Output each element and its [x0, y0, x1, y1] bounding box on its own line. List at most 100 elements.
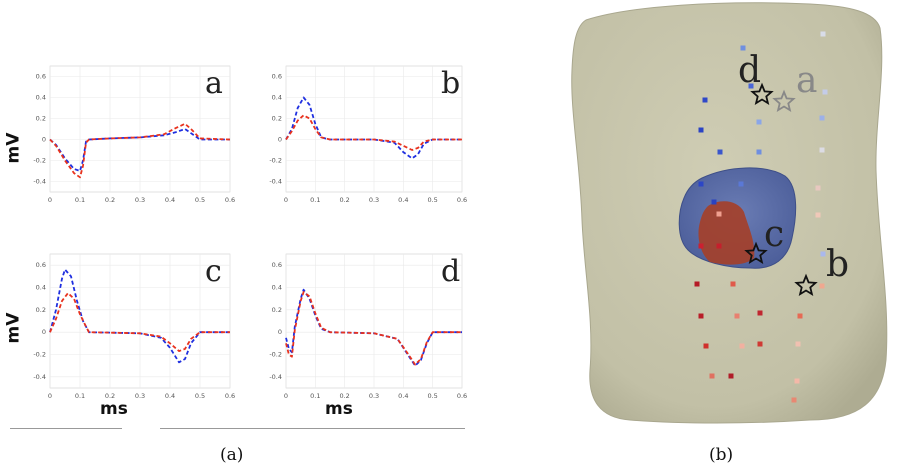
y-tick-label: -0.4: [269, 178, 282, 186]
electrode: [748, 83, 754, 89]
x-tick-label: 0.3: [369, 196, 379, 204]
x-tick-label: 0: [48, 392, 52, 400]
lead-marker-c-star: [744, 241, 768, 264]
torso-label-c: c: [764, 214, 784, 255]
y-tick-label: -0.2: [33, 157, 46, 165]
y-tick-label: 0.2: [36, 115, 46, 123]
caption-b: (b): [709, 445, 734, 465]
subplot-d: 0 0.1 0.2 0.3 0.4 0.5 0.6 0.6 0.4 0.2 0 -0.2 -0.4: [269, 253, 467, 400]
heart-activation-region: [698, 201, 755, 265]
subplot-a: 0 0.1 0.2 0.3 0.4 0.5 0.6 0.6 0.4 0.2 0 -0.2 -0.4: [33, 65, 235, 204]
x-tick-label: 0.2: [339, 196, 349, 204]
electrode: [815, 212, 821, 218]
electrode: [822, 89, 828, 95]
y-tick-label: 0.4: [272, 284, 282, 292]
series-blue-line: [49, 128, 230, 172]
y-tick-label: 0.4: [272, 94, 282, 102]
bottom-rule-right: [160, 428, 465, 429]
y-tick-label: 0: [278, 328, 282, 336]
y-tick-label: 0.6: [272, 73, 282, 81]
ecg-plots-svg: 0 0.1 0.2 0.3 0.4 0.5 0.6 0.6 0.4 0.2 0 -0.2 -0.4 0 0.…: [33, 65, 467, 400]
subplot-label-d: d: [441, 254, 461, 289]
electrode: [820, 251, 826, 257]
torso-label-a: a: [796, 60, 817, 101]
y-tick-label: 0.2: [272, 306, 282, 314]
y-tick-label: -0.2: [33, 351, 46, 359]
y-tick-label: -0.2: [269, 351, 282, 359]
torso-svg: d a c b: [571, 2, 888, 424]
electrode: [730, 281, 736, 287]
y-tick-label: 0.2: [36, 306, 46, 314]
x-tick-label: 0.6: [225, 392, 235, 400]
electrode: [739, 343, 745, 349]
y-axis-label-bottom: mV: [3, 312, 24, 344]
electrode: [791, 397, 797, 403]
electrode: [794, 378, 800, 384]
y-tick-label: 0: [42, 136, 46, 144]
x-tick-label: 0: [48, 196, 52, 204]
x-tick-label: 0.1: [75, 196, 85, 204]
y-tick-label: 0.6: [36, 261, 46, 269]
subplot-c: 0 0.1 0.2 0.3 0.4 0.5 0.6 0.6 0.4 0.2 0 -0.2 -0.4: [33, 253, 235, 400]
x-tick-label: 0: [284, 392, 288, 400]
electrode: [815, 185, 821, 191]
electrode: [819, 283, 825, 289]
x-tick-label: 0.5: [195, 392, 205, 400]
electrode: [698, 243, 704, 249]
electrode: [703, 343, 709, 349]
x-tick-label: 0.3: [135, 392, 145, 400]
series-red-line: [285, 291, 462, 366]
x-tick-label: 0.3: [135, 196, 145, 204]
electrode: [756, 149, 762, 155]
lead-marker-b-star: [794, 273, 818, 296]
y-axis-label-top: mV: [3, 132, 24, 164]
electrode: [756, 119, 762, 125]
x-tick-label: 0.2: [105, 392, 115, 400]
bottom-rule-left: [10, 428, 122, 429]
lead-markers: [744, 82, 818, 296]
x-tick-label: 0.5: [427, 196, 437, 204]
series-red-line: [49, 122, 231, 179]
series-red-line: [49, 292, 230, 352]
x-tick-label: 0.3: [369, 392, 379, 400]
series-blue-line: [285, 96, 462, 160]
torso-label-d: d: [738, 50, 761, 91]
x-tick-label: 0: [284, 196, 288, 204]
electrode: [795, 341, 801, 347]
x-tick-label: 0.1: [75, 392, 85, 400]
subplot-label-b: b: [441, 66, 461, 101]
lead-marker-a-star: [772, 89, 796, 112]
lead-marker-d-star: [750, 82, 774, 105]
caption-a: (a): [220, 445, 244, 465]
y-tick-label: -0.4: [33, 373, 46, 381]
series-red-line: [285, 114, 462, 151]
y-tick-label: 0.2: [272, 115, 282, 123]
electrode: [740, 45, 746, 51]
x-tick-label: 0.4: [165, 196, 175, 204]
electrode: [819, 147, 825, 153]
electrode: [711, 199, 717, 205]
y-tick-label: -0.4: [33, 178, 46, 186]
electrode: [698, 313, 704, 319]
electrode: [702, 97, 708, 103]
electrode: [694, 281, 700, 287]
x-tick-label: 0.2: [105, 196, 115, 204]
electrode: [820, 31, 826, 37]
y-tick-label: 0.6: [36, 73, 46, 81]
electrode: [819, 115, 825, 121]
x-tick-label: 0.6: [225, 196, 235, 204]
y-tick-label: 0: [278, 136, 282, 144]
torso-label-b: b: [826, 244, 849, 285]
y-tick-label: -0.4: [269, 373, 282, 381]
electrode: [734, 313, 740, 319]
electrode: [716, 243, 722, 249]
electrode: [717, 149, 723, 155]
x-tick-label: 0.4: [165, 392, 175, 400]
x-tick-label: 0.4: [398, 196, 408, 204]
electrode: [738, 181, 744, 187]
y-tick-label: 0.6: [272, 261, 282, 269]
x-axis-label-left: ms: [100, 399, 128, 419]
subplot-label-c: c: [205, 254, 222, 289]
x-tick-label: 0.5: [427, 392, 437, 400]
electrode: [757, 341, 763, 347]
